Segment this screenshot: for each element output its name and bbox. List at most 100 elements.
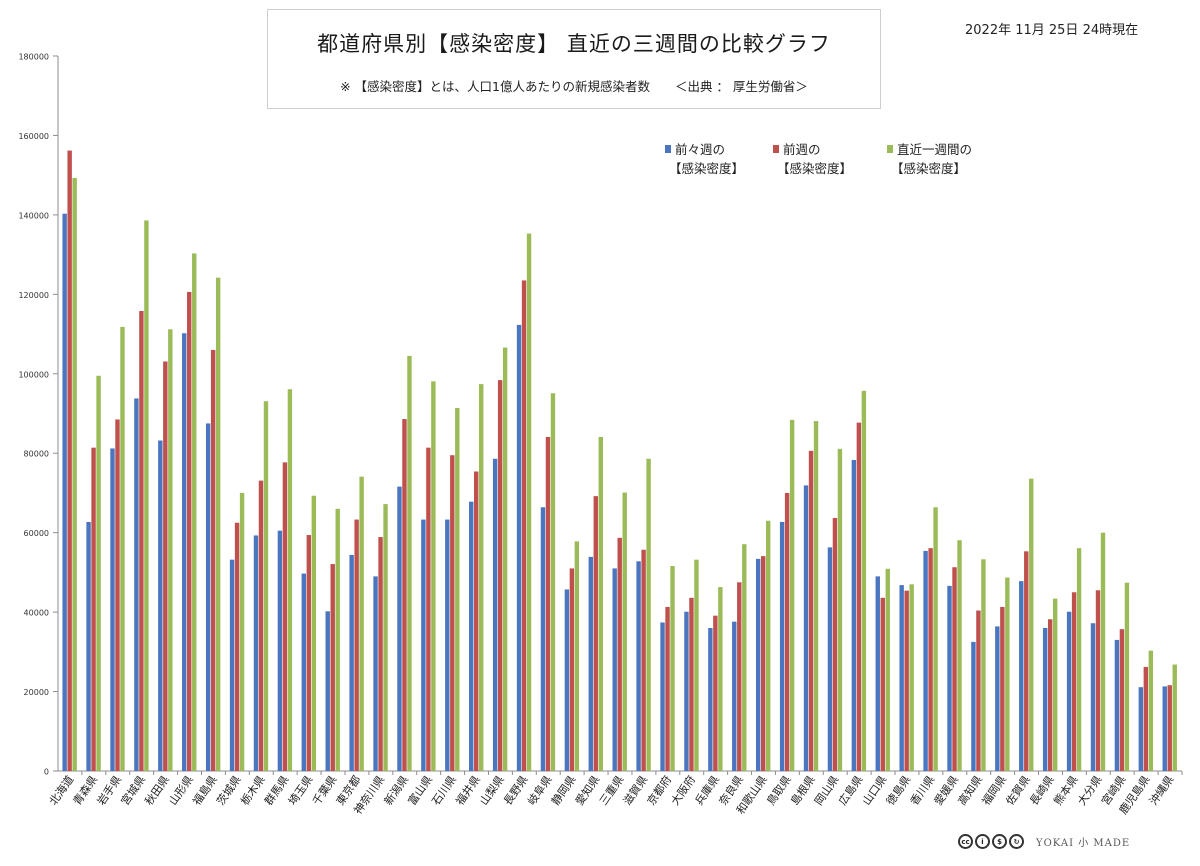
cc-license-badge: cc i $ ↻ xyxy=(958,834,1024,849)
bar-series1-12 xyxy=(325,611,330,771)
bar-series2-42 xyxy=(1047,619,1053,771)
bar-series3-18 xyxy=(479,384,484,771)
bar-series2-38 xyxy=(952,567,957,771)
bar-series1-2 xyxy=(86,521,91,771)
bar-series1-34 xyxy=(851,459,857,771)
x-tick-label: 山梨県 xyxy=(476,773,506,808)
x-tick-label: 岡山県 xyxy=(812,773,842,807)
y-tick-label: 0 xyxy=(44,768,49,777)
bar-series1-18 xyxy=(469,501,474,771)
bar-series3-17 xyxy=(455,407,460,771)
sa-icon: ↻ xyxy=(1009,834,1024,849)
x-tick-label: 石川県 xyxy=(429,773,459,807)
title-box: 都道府県別【感染密度】 直近の三週間の比較グラフ ※ 【感染密度】とは、人口1億… xyxy=(267,9,881,109)
bar-series2-45 xyxy=(1119,629,1125,771)
bar-series2-30 xyxy=(760,556,766,771)
bar-series2-34 xyxy=(856,422,862,771)
bar-series3-7 xyxy=(215,277,221,771)
bar-series3-29 xyxy=(742,544,747,771)
bar-series2-8 xyxy=(234,522,240,771)
bar-series1-31 xyxy=(779,521,785,771)
legend-swatch xyxy=(665,145,671,153)
bar-series2-28 xyxy=(713,615,718,771)
bar-series3-22 xyxy=(574,541,580,771)
bar-series3-34 xyxy=(861,390,867,771)
bar-series3-9 xyxy=(263,401,269,771)
bar-series1-20 xyxy=(516,324,522,771)
bar-series1-3 xyxy=(110,448,115,771)
by-icon: i xyxy=(975,834,990,849)
cc-icon: cc xyxy=(958,834,973,849)
bar-series3-45 xyxy=(1124,582,1130,771)
x-tick-label: 徳島県 xyxy=(883,773,913,808)
x-tick-label: 佐賀県 xyxy=(1003,773,1033,808)
bar-series1-38 xyxy=(947,585,952,771)
x-tick-label: 埼玉県 xyxy=(285,773,315,808)
bar-series1-39 xyxy=(971,641,976,771)
bar-series3-20 xyxy=(526,233,532,771)
bar-series1-25 xyxy=(636,561,641,771)
x-tick-label: 北海道 xyxy=(46,773,76,808)
bar-series3-12 xyxy=(335,508,340,771)
chart-subtitle: ※ 【感染密度】とは、人口1億人あたりの新規感染者数 ＜出典 ： 厚生労働省＞ xyxy=(340,79,808,94)
y-tick-label: 100000 xyxy=(18,370,49,379)
bar-series2-15 xyxy=(402,419,407,771)
bar-series1-29 xyxy=(732,621,737,771)
bar-series2-39 xyxy=(976,610,981,771)
y-tick-label: 120000 xyxy=(18,291,49,300)
bar-series2-11 xyxy=(306,535,312,771)
nc-icon: $ xyxy=(992,834,1007,849)
x-tick-label: 富山県 xyxy=(405,773,435,808)
bar-series3-5 xyxy=(168,329,173,771)
bar-series2-9 xyxy=(258,480,264,771)
x-tick-label: 熊本県 xyxy=(1050,773,1080,808)
bar-series2-5 xyxy=(163,361,168,771)
bar-series3-41 xyxy=(1029,478,1034,771)
x-tick-label: 岐阜県 xyxy=(525,773,555,807)
bar-series1-24 xyxy=(612,568,617,771)
bar-series2-33 xyxy=(832,517,838,771)
x-tick-label: 愛知県 xyxy=(572,773,602,808)
bar-series2-19 xyxy=(497,380,503,771)
bar-series3-4 xyxy=(144,220,149,771)
x-tick-label: 福井県 xyxy=(453,773,483,808)
x-tick-label: 滋賀県 xyxy=(621,773,651,807)
bar-series1-35 xyxy=(875,576,880,771)
x-tick-label: 静岡県 xyxy=(548,773,578,808)
x-tick-label: 新潟県 xyxy=(381,773,411,808)
bar-series1-22 xyxy=(564,589,570,771)
bar-series3-25 xyxy=(646,458,651,771)
bar-series3-24 xyxy=(622,492,627,771)
bar-series2-37 xyxy=(928,548,933,771)
x-tick-label: 茨城県 xyxy=(213,773,243,808)
bar-series1-41 xyxy=(1019,581,1024,771)
bar-series3-6 xyxy=(192,253,197,772)
x-tick-label: 高知県 xyxy=(955,773,985,808)
bar-series2-2 xyxy=(91,447,96,771)
bar-series1-28 xyxy=(708,628,713,771)
bar-series3-3 xyxy=(120,326,125,771)
y-tick-label: 140000 xyxy=(18,211,49,220)
bar-series2-16 xyxy=(426,447,431,771)
bar-series1-44 xyxy=(1090,623,1096,771)
y-tick-label: 180000 xyxy=(18,53,49,62)
bar-series2-6 xyxy=(187,291,192,771)
bar-series3-37 xyxy=(933,507,938,771)
x-tick-label: 秋田県 xyxy=(142,773,172,808)
x-tick-label: 宮城県 xyxy=(118,773,148,808)
bar-series1-1 xyxy=(62,213,67,772)
bar-series3-16 xyxy=(431,381,436,771)
bar-series3-13 xyxy=(359,476,364,771)
x-tick-label: 島根県 xyxy=(787,773,817,808)
bar-series2-47 xyxy=(1167,685,1172,771)
bar-series2-29 xyxy=(737,582,742,771)
bar-series2-17 xyxy=(450,455,455,771)
bar-series2-10 xyxy=(282,462,288,771)
bar-series1-33 xyxy=(827,547,833,771)
bar-series1-8 xyxy=(229,559,235,771)
bars xyxy=(62,150,1177,772)
bar-series2-23 xyxy=(593,496,598,771)
bar-series1-13 xyxy=(349,554,354,771)
bar-series2-18 xyxy=(474,471,479,771)
bar-series1-36 xyxy=(899,585,904,771)
